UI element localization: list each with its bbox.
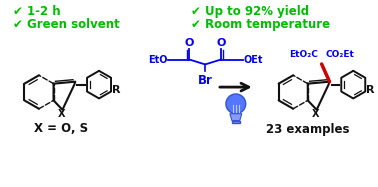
Text: ✔ Green solvent: ✔ Green solvent bbox=[13, 18, 120, 31]
Text: X = O, S: X = O, S bbox=[34, 122, 88, 135]
Text: CO₂Et: CO₂Et bbox=[325, 50, 355, 59]
Text: 23 examples: 23 examples bbox=[266, 123, 350, 136]
Text: OEt: OEt bbox=[244, 55, 263, 65]
Text: X: X bbox=[58, 109, 65, 119]
Circle shape bbox=[226, 94, 246, 114]
Text: EtO₂C: EtO₂C bbox=[289, 50, 318, 59]
Text: R: R bbox=[112, 85, 121, 95]
Text: Br: Br bbox=[198, 74, 212, 87]
Text: ✔ 1-2 h: ✔ 1-2 h bbox=[13, 5, 61, 18]
Text: EtO: EtO bbox=[148, 55, 167, 65]
Text: ✔ Up to 92% yield: ✔ Up to 92% yield bbox=[191, 5, 310, 18]
FancyBboxPatch shape bbox=[232, 121, 240, 122]
Text: O: O bbox=[216, 38, 226, 48]
Text: R: R bbox=[366, 85, 375, 95]
Text: O: O bbox=[184, 38, 194, 48]
Text: X: X bbox=[312, 109, 319, 119]
Polygon shape bbox=[230, 114, 242, 121]
Text: ✔ Room temperature: ✔ Room temperature bbox=[191, 18, 330, 31]
